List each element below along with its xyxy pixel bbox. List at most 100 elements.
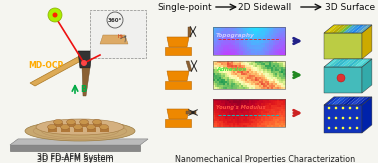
Bar bbox=[231, 29, 234, 31]
Bar bbox=[215, 51, 217, 53]
Bar bbox=[283, 106, 285, 109]
Bar bbox=[257, 114, 260, 117]
Bar bbox=[273, 81, 276, 83]
Bar bbox=[283, 111, 285, 113]
Bar bbox=[243, 68, 245, 71]
Bar bbox=[231, 35, 234, 37]
Bar bbox=[273, 46, 276, 49]
Bar bbox=[249, 81, 251, 83]
Bar bbox=[249, 49, 251, 51]
Bar bbox=[229, 35, 231, 37]
Bar bbox=[237, 125, 240, 127]
Bar bbox=[259, 38, 262, 41]
Bar bbox=[283, 117, 285, 119]
Bar bbox=[247, 112, 249, 115]
Bar bbox=[239, 125, 242, 127]
Bar bbox=[223, 114, 226, 117]
Bar bbox=[251, 37, 254, 39]
Bar bbox=[275, 29, 277, 31]
Bar bbox=[245, 123, 248, 125]
Polygon shape bbox=[343, 59, 357, 67]
Bar bbox=[225, 117, 228, 119]
Bar bbox=[275, 81, 277, 83]
Bar bbox=[257, 35, 260, 37]
Bar bbox=[261, 82, 263, 85]
Bar bbox=[253, 51, 256, 53]
Bar bbox=[251, 51, 254, 53]
Bar bbox=[257, 119, 260, 121]
Bar bbox=[275, 76, 277, 79]
Bar bbox=[273, 112, 276, 115]
Bar bbox=[245, 74, 248, 77]
Bar bbox=[267, 82, 270, 85]
Bar bbox=[273, 71, 276, 73]
Bar bbox=[235, 46, 237, 49]
Bar bbox=[263, 82, 265, 85]
Bar bbox=[223, 119, 226, 121]
Bar bbox=[259, 114, 262, 117]
Bar bbox=[281, 84, 284, 87]
Bar bbox=[255, 125, 257, 127]
Bar bbox=[237, 106, 240, 109]
Bar bbox=[229, 103, 231, 105]
Bar bbox=[247, 67, 249, 69]
Bar bbox=[219, 44, 222, 47]
Bar bbox=[279, 112, 282, 115]
Bar bbox=[235, 27, 237, 29]
Bar bbox=[213, 112, 215, 115]
Bar bbox=[225, 76, 228, 79]
Bar bbox=[275, 67, 277, 69]
Bar bbox=[235, 40, 237, 43]
Bar bbox=[275, 123, 277, 125]
Bar bbox=[259, 117, 262, 119]
Bar bbox=[251, 98, 254, 101]
Bar bbox=[239, 81, 242, 83]
Bar bbox=[255, 40, 257, 43]
Bar bbox=[87, 128, 96, 132]
Bar bbox=[281, 120, 284, 123]
Bar bbox=[269, 101, 271, 103]
Bar bbox=[227, 79, 229, 81]
Bar bbox=[233, 109, 235, 111]
Bar bbox=[277, 117, 279, 119]
Bar bbox=[249, 37, 251, 39]
Bar bbox=[213, 60, 215, 63]
Bar bbox=[269, 62, 271, 65]
Bar bbox=[275, 125, 277, 127]
Bar bbox=[265, 52, 268, 55]
Bar bbox=[275, 74, 277, 77]
Bar bbox=[255, 44, 257, 47]
Bar bbox=[221, 27, 223, 29]
Bar bbox=[263, 37, 265, 39]
Bar bbox=[235, 37, 237, 39]
Bar bbox=[239, 82, 242, 85]
Bar bbox=[245, 62, 248, 65]
Bar bbox=[215, 27, 217, 29]
Bar bbox=[235, 35, 237, 37]
Bar bbox=[229, 106, 231, 109]
Bar bbox=[235, 120, 237, 123]
Bar bbox=[73, 128, 82, 132]
Bar bbox=[267, 49, 270, 51]
Bar bbox=[251, 81, 254, 83]
Bar bbox=[237, 98, 240, 101]
Circle shape bbox=[48, 8, 62, 22]
Bar bbox=[249, 111, 251, 113]
Bar bbox=[247, 43, 249, 45]
Bar bbox=[231, 30, 234, 33]
Bar bbox=[281, 27, 284, 29]
Bar bbox=[219, 30, 222, 33]
Bar bbox=[223, 29, 226, 31]
Bar bbox=[251, 112, 254, 115]
Bar bbox=[213, 40, 215, 43]
Bar bbox=[251, 104, 254, 107]
Bar bbox=[271, 119, 274, 121]
Bar bbox=[241, 40, 243, 43]
Bar bbox=[219, 37, 222, 39]
Bar bbox=[239, 51, 242, 53]
Bar bbox=[241, 98, 243, 101]
Bar bbox=[237, 109, 240, 111]
Bar bbox=[215, 119, 217, 121]
Bar bbox=[257, 67, 260, 69]
Bar bbox=[277, 67, 279, 69]
